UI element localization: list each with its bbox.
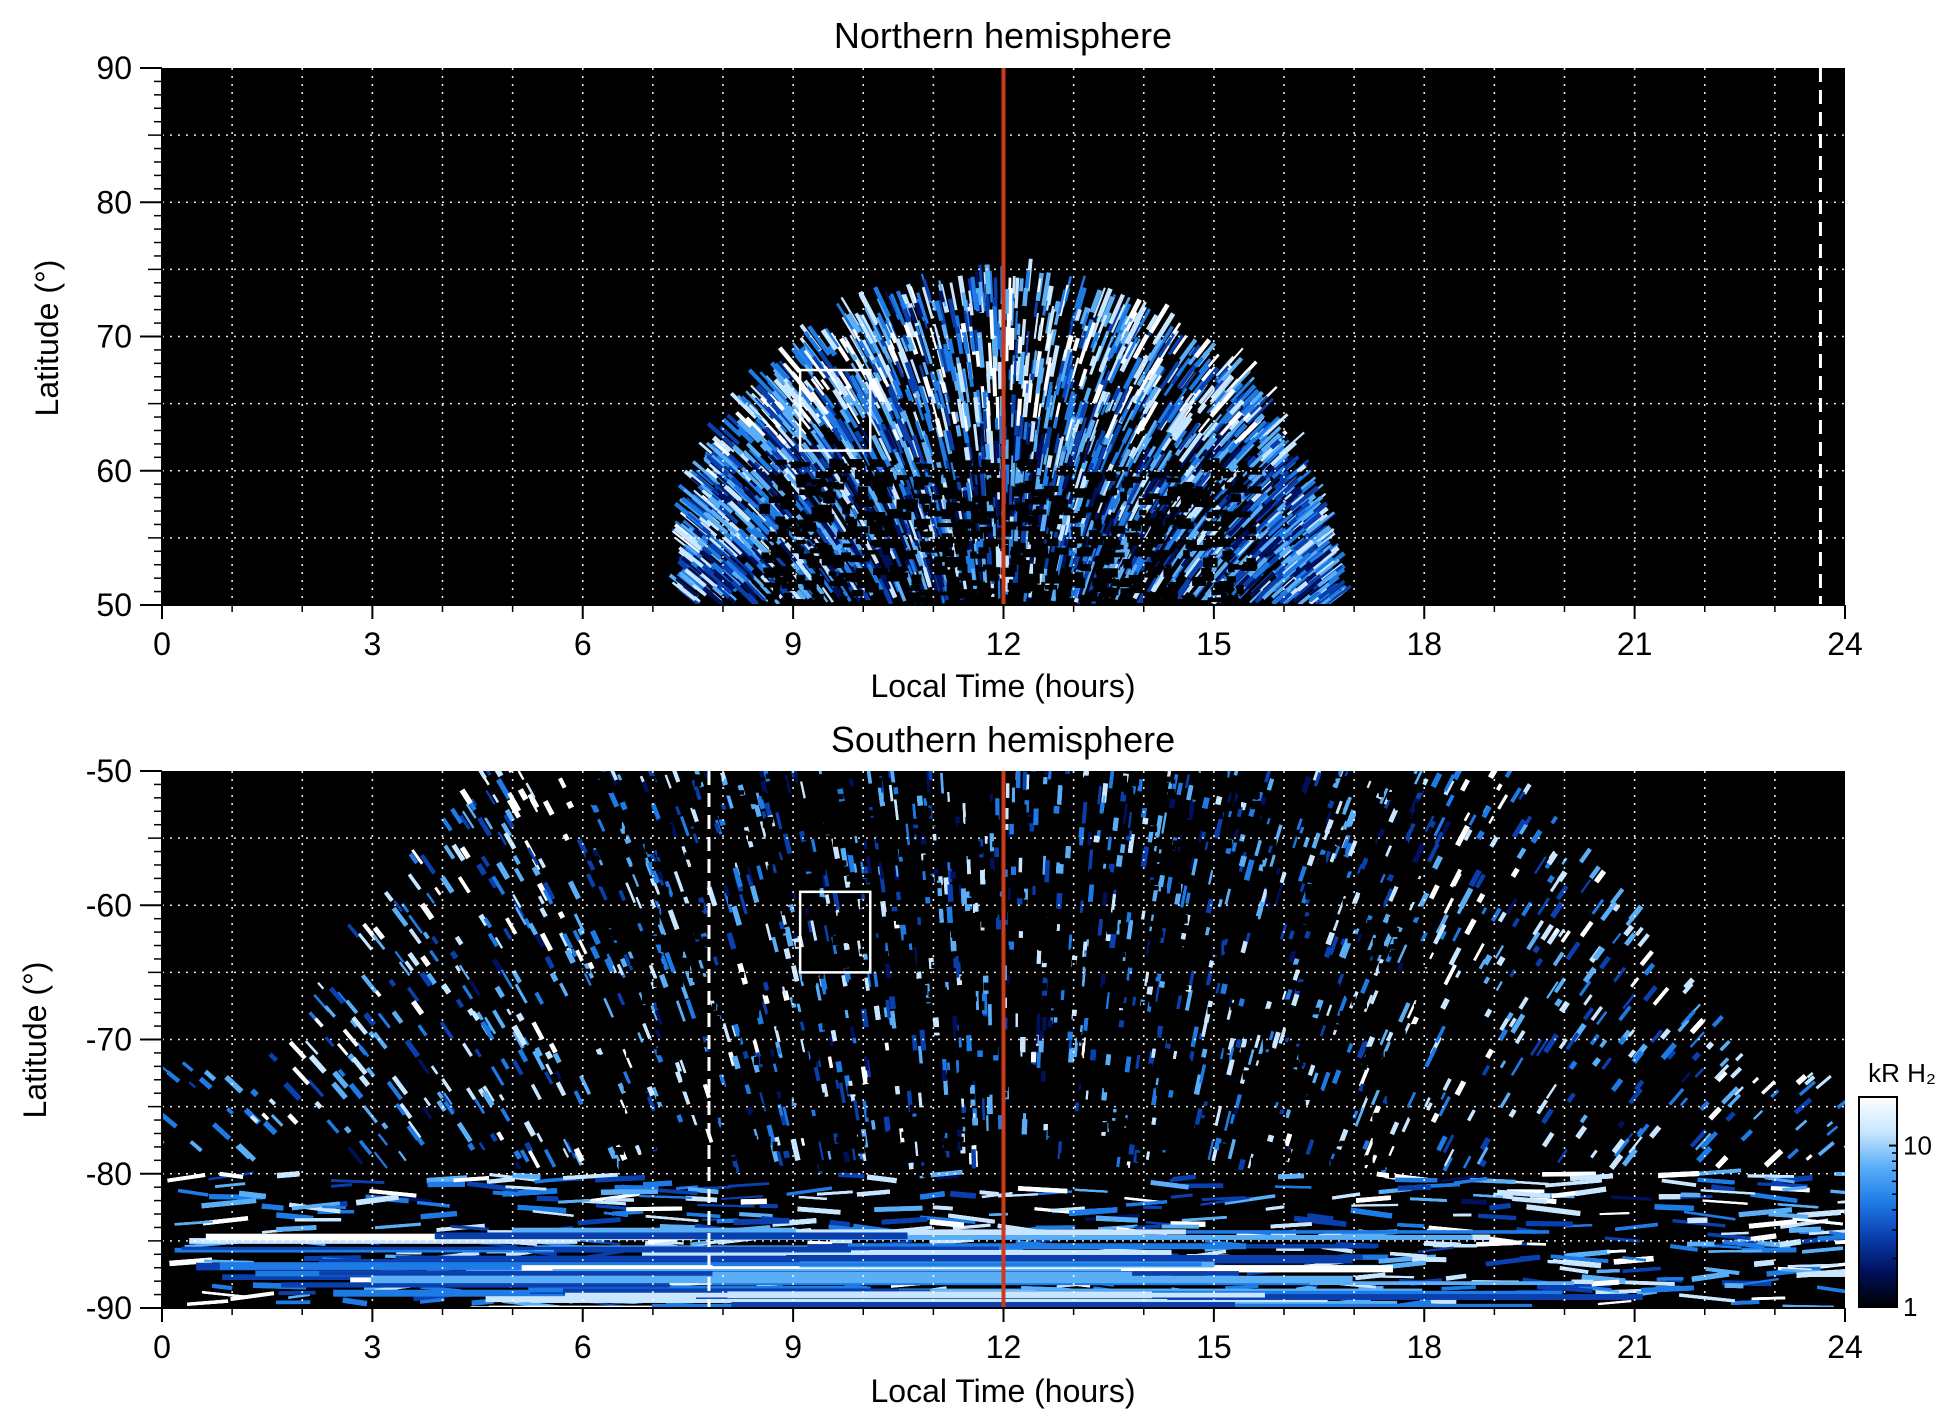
south-selection-box [798, 890, 872, 974]
south-xtick-label: 0 [153, 1329, 171, 1365]
north-xtick-label: 9 [784, 626, 802, 662]
north-axes: 0 3 6 9 12 15 18 21 24 50 60 70 80 90 [96, 50, 1862, 662]
colorbar-label: kR H₂ [1868, 1058, 1936, 1088]
south-xtick-label: 18 [1406, 1329, 1442, 1365]
north-ytick-label: 50 [96, 587, 132, 623]
north-xtick-label: 15 [1196, 626, 1232, 662]
north-xlabel: Local Time (hours) [871, 668, 1136, 704]
south-axes: 0 3 6 9 12 15 18 21 24 -50 -60 -70 -80 -90 [86, 753, 1863, 1365]
south-ytick-label: -50 [86, 753, 132, 789]
south-xtick-label: 3 [363, 1329, 381, 1365]
colorbar-ticks: 10 1 [1889, 1131, 1932, 1322]
south-xtick-label: 6 [574, 1329, 592, 1365]
south-xtick-label: 21 [1617, 1329, 1653, 1365]
south-xlabel: Local Time (hours) [871, 1373, 1136, 1409]
south-ytick-label: -60 [86, 887, 132, 923]
north-overlays [798, 68, 1822, 605]
north-xtick-label: 3 [363, 626, 381, 662]
north-xtick-label: 12 [986, 626, 1022, 662]
south-xtick-label: 24 [1827, 1329, 1863, 1365]
south-ytick-label: -80 [86, 1156, 132, 1192]
north-ytick-label: 90 [96, 50, 132, 86]
north-ytick-label: 60 [96, 453, 132, 489]
south-ylabel: Latitude (°) [17, 962, 53, 1119]
south-overlays [707, 771, 1006, 1308]
north-ylabel: Latitude (°) [29, 260, 65, 417]
south-xtick-label: 12 [986, 1329, 1022, 1365]
north-title: Northern hemisphere [834, 15, 1172, 56]
north-xtick-label: 6 [574, 626, 592, 662]
colorbar-tick-label: 10 [1903, 1131, 1932, 1161]
north-xtick-label: 0 [153, 626, 171, 662]
south-ytick-label: -90 [86, 1290, 132, 1326]
north-ytick-label: 80 [96, 184, 132, 220]
colorbar-gradient [1858, 1096, 1898, 1308]
colorbar-tick-label: 1 [1903, 1292, 1917, 1322]
south-panel: Southern hemisphere 0 3 6 9 12 15 18 21 24 -50 -60… [17, 719, 1863, 1409]
north-emission [668, 258, 1352, 605]
north-xtick-label: 21 [1617, 626, 1653, 662]
colorbar: kR H₂ 10 1 [1858, 1058, 1936, 1322]
south-xtick-label: 9 [784, 1329, 802, 1365]
south-ytick-label: -70 [86, 1022, 132, 1058]
north-ytick-label: 70 [96, 319, 132, 355]
north-selection-box [798, 368, 872, 452]
south-emission [162, 771, 1845, 1308]
north-xtick-label: 24 [1827, 626, 1863, 662]
south-xtick-label: 15 [1196, 1329, 1232, 1365]
south-title: Southern hemisphere [831, 719, 1175, 760]
north-xtick-label: 18 [1406, 626, 1442, 662]
north-panel: Northern hemisphere 0 3 6 9 12 15 18 21 24 50 60 70… [29, 15, 1863, 704]
